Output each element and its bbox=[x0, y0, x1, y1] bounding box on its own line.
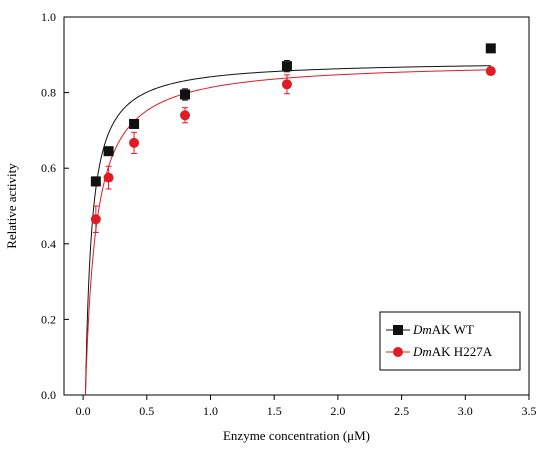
legend: DmAK WT DmAK H227A bbox=[379, 311, 521, 371]
x-tick-label: 0.0 bbox=[76, 404, 91, 418]
legend-marker-wt bbox=[393, 325, 403, 335]
data-point-wt bbox=[485, 43, 496, 54]
x-tick-label: 3.5 bbox=[522, 404, 537, 418]
fit-curve-0 bbox=[84, 65, 491, 395]
data-point-wt bbox=[129, 118, 140, 129]
y-tick-label: 0.0 bbox=[41, 388, 56, 402]
x-tick-label: 0.5 bbox=[139, 404, 154, 418]
y-tick-label: 0.8 bbox=[41, 86, 56, 100]
y-tick-label: 0.2 bbox=[41, 312, 56, 326]
legend-label-wt-prefix: Dm bbox=[412, 322, 432, 337]
y-axis-title: Relative activity bbox=[4, 163, 19, 249]
data-point-wt bbox=[180, 89, 191, 100]
x-tick-label: 1.5 bbox=[267, 404, 282, 418]
data-points bbox=[90, 43, 496, 233]
legend-entry-h227a: DmAK H227A bbox=[386, 344, 493, 359]
legend-label-h227a: DmAK H227A bbox=[412, 344, 493, 359]
legend-entry-wt: DmAK WT bbox=[386, 322, 474, 337]
data-point-h227a bbox=[103, 172, 114, 183]
plot-frame bbox=[63, 16, 530, 396]
legend-marker-h227a bbox=[393, 347, 403, 357]
plot-area: 0.0 0.5 1.0 1.5 2.0 2.5 3.0 3.5 0.0 0.2 0.4 0.6 0.8… bbox=[41, 10, 537, 418]
y-tick-label: 0.4 bbox=[41, 237, 56, 251]
data-point-wt bbox=[103, 146, 114, 157]
data-point-h227a bbox=[485, 66, 496, 77]
x-tick-label: 1.0 bbox=[203, 404, 218, 418]
legend-label-h227a-prefix: Dm bbox=[412, 344, 432, 359]
data-point-wt bbox=[90, 176, 101, 187]
x-tick-label: 3.0 bbox=[458, 404, 473, 418]
y-tick-label: 1.0 bbox=[41, 10, 56, 24]
data-point-h227a bbox=[281, 79, 292, 90]
x-tick-label: 2.0 bbox=[330, 404, 345, 418]
x-axis: 0.0 0.5 1.0 1.5 2.0 2.5 3.0 3.5 bbox=[76, 395, 537, 418]
legend-box bbox=[379, 311, 521, 371]
legend-label-h227a-suffix: AK H227A bbox=[432, 344, 493, 359]
x-tick-label: 2.5 bbox=[394, 404, 409, 418]
fit-curve-1 bbox=[84, 69, 491, 395]
data-point-wt bbox=[281, 61, 292, 72]
legend-label-wt: DmAK WT bbox=[412, 322, 474, 337]
fit-curves bbox=[84, 65, 491, 395]
y-tick-label: 0.6 bbox=[41, 161, 56, 175]
y-axis: 0.0 0.2 0.4 0.6 0.8 1.0 bbox=[41, 10, 69, 402]
x-axis-title: Enzyme concentration (μM) bbox=[223, 428, 370, 443]
data-point-h227a bbox=[90, 214, 101, 225]
data-point-h227a bbox=[129, 137, 140, 148]
data-point-h227a bbox=[180, 110, 191, 121]
legend-label-wt-suffix: AK WT bbox=[432, 322, 474, 337]
